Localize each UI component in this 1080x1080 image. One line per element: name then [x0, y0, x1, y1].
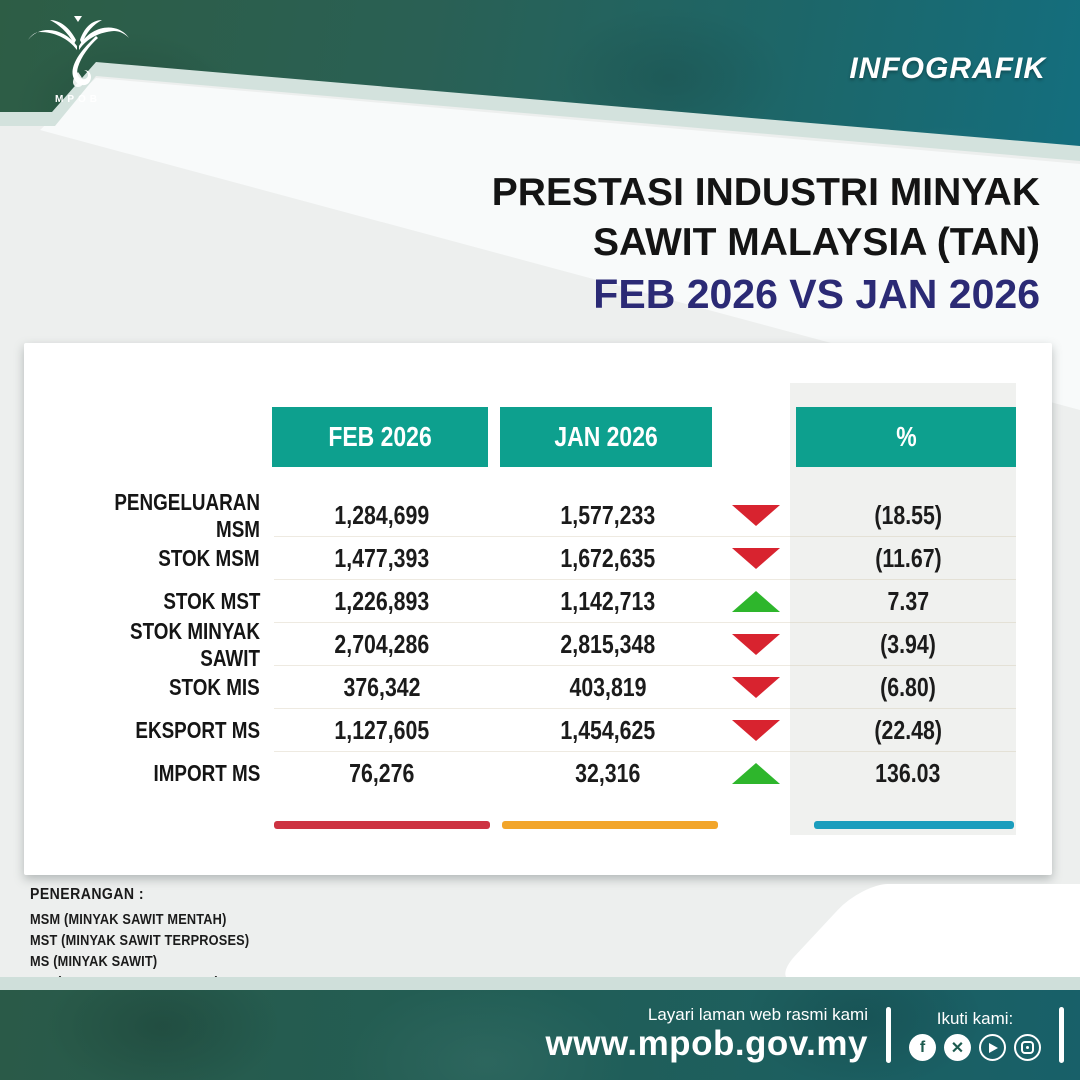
row-jan-value: 1,454,625 — [560, 715, 656, 745]
row-jan-value: 32,316 — [575, 758, 641, 788]
row-feb-value: 1,477,393 — [334, 543, 430, 573]
visit-label: Layari laman web rasmi kami — [647, 1005, 868, 1025]
data-table-card: FEB 2026 JAN 2026 % PENGELUARAN MSM 1,28… — [24, 343, 1052, 875]
row-jan-value: 1,142,713 — [560, 586, 656, 616]
table-row: STOK MIS 376,342 403,819 (6.80) — [24, 666, 1052, 709]
table-row: STOK MSM 1,477,393 1,672,635 (11.67) — [24, 537, 1052, 580]
website-block: Layari laman web rasmi kami www.mpob.gov… — [545, 1006, 868, 1063]
follow-label: Ikuti kami: — [936, 1009, 1014, 1028]
row-change-arrow-cell — [714, 591, 798, 612]
footer-divider-1 — [886, 1007, 891, 1063]
youtube-icon[interactable] — [979, 1034, 1006, 1061]
change-arrow-icon — [732, 548, 780, 569]
row-label: EKSPORT MS — [135, 717, 260, 743]
change-arrow-icon — [732, 763, 780, 784]
row-feb-value: 1,127,605 — [334, 715, 430, 745]
row-percent-value: 136.03 — [875, 758, 941, 788]
row-label: IMPORT MS — [153, 760, 260, 786]
footer-mint-strip — [0, 977, 1080, 991]
follow-block: Ikuti kami: f ✕ — [909, 1009, 1041, 1061]
row-label: PENGELUARAN MSM — [114, 488, 260, 542]
row-jan-value: 403,819 — [569, 672, 647, 702]
feb-underline-bar — [274, 821, 490, 829]
legend-item-mst: MST (MINYAK SAWIT TERPROSES) — [30, 933, 250, 949]
mpob-logo: MPOB — [28, 16, 129, 105]
table-row: PENGELUARAN MSM 1,284,699 1,577,233 (18.… — [24, 489, 1052, 542]
pct-underline-bar — [814, 821, 1014, 829]
change-arrow-icon — [732, 720, 780, 741]
change-arrow-icon — [732, 677, 780, 698]
table-row: EKSPORT MS 1,127,605 1,454,625 (22.48) — [24, 709, 1052, 752]
mpob-logo-text: MPOB — [55, 94, 101, 105]
table-row: STOK MST 1,226,893 1,142,713 7.37 — [24, 580, 1052, 623]
row-change-arrow-cell — [714, 505, 798, 526]
title-period: FEB 2026 VS JAN 2026 — [593, 271, 1040, 317]
footer-divider-2 — [1059, 1007, 1064, 1063]
column-header-pct: % — [796, 407, 1016, 467]
row-feb-value: 1,284,699 — [334, 500, 430, 530]
row-feb-value: 376,342 — [343, 672, 421, 702]
row-feb-value: 76,276 — [349, 758, 415, 788]
instagram-icon[interactable] — [1014, 1034, 1041, 1061]
legend-item-ms: MS (MINYAK SAWIT) — [30, 954, 158, 970]
row-percent-value: 7.37 — [887, 586, 929, 616]
row-feb-value: 1,226,893 — [334, 586, 430, 616]
website-url[interactable]: www.mpob.gov.my — [545, 1024, 868, 1064]
row-change-arrow-cell — [714, 634, 798, 655]
row-percent-value: (3.94) — [880, 629, 936, 659]
row-label: STOK MINYAK SAWIT — [130, 617, 260, 671]
row-change-arrow-cell — [714, 720, 798, 741]
column-header-jan-label: JAN 2026 — [554, 421, 658, 452]
column-header-feb-label: FEB 2026 — [328, 421, 432, 452]
row-percent-value: (22.48) — [874, 715, 942, 745]
column-header-jan: JAN 2026 — [500, 407, 712, 467]
row-label: STOK MST — [162, 588, 260, 614]
table-rows: PENGELUARAN MSM 1,284,699 1,577,233 (18.… — [24, 489, 1052, 795]
x-twitter-icon[interactable]: ✕ — [944, 1034, 971, 1061]
row-label: STOK MSM — [158, 545, 260, 571]
column-header-feb: FEB 2026 — [272, 407, 488, 467]
column-header-pct-label: % — [895, 421, 917, 452]
row-change-arrow-cell — [714, 677, 798, 698]
table-row: IMPORT MS 76,276 32,316 136.03 — [24, 752, 1052, 795]
footer-band: Layari laman web rasmi kami www.mpob.gov… — [0, 990, 1080, 1080]
decorative-parallelogram — [770, 884, 1080, 982]
row-jan-value: 1,672,635 — [560, 543, 656, 573]
camera-icon — [1021, 1041, 1034, 1054]
row-jan-value: 1,577,233 — [560, 500, 656, 530]
page-title: PRESTASI INDUSTRI MINYAK SAWIT MALAYSIA … — [492, 168, 1040, 320]
title-line-2: SAWIT MALAYSIA (TAN) — [592, 221, 1040, 264]
row-label: STOK MIS — [169, 674, 260, 700]
row-feb-value: 2,704,286 — [334, 629, 430, 659]
title-line-1: PRESTASI INDUSTRI MINYAK — [491, 171, 1040, 214]
legend-heading: PENERANGAN : — [30, 886, 145, 903]
facebook-icon[interactable]: f — [909, 1034, 936, 1061]
row-percent-value: (11.67) — [874, 543, 942, 573]
change-arrow-icon — [732, 591, 780, 612]
jan-underline-bar — [502, 821, 718, 829]
social-icons: f ✕ — [909, 1034, 1041, 1061]
row-change-arrow-cell — [714, 763, 798, 784]
change-arrow-icon — [732, 505, 780, 526]
table-row: STOK MINYAK SAWIT 2,704,286 2,815,348 (3… — [24, 618, 1052, 671]
row-percent-value: (18.55) — [874, 500, 942, 530]
play-icon — [989, 1042, 998, 1053]
row-change-arrow-cell — [714, 548, 798, 569]
change-arrow-icon — [732, 634, 780, 655]
row-percent-value: (6.80) — [880, 672, 936, 702]
row-jan-value: 2,815,348 — [560, 629, 656, 659]
legend-item-msm: MSM (MINYAK SAWIT MENTAH) — [30, 912, 227, 928]
infografik-label: INFOGRAFIK — [849, 52, 1046, 85]
